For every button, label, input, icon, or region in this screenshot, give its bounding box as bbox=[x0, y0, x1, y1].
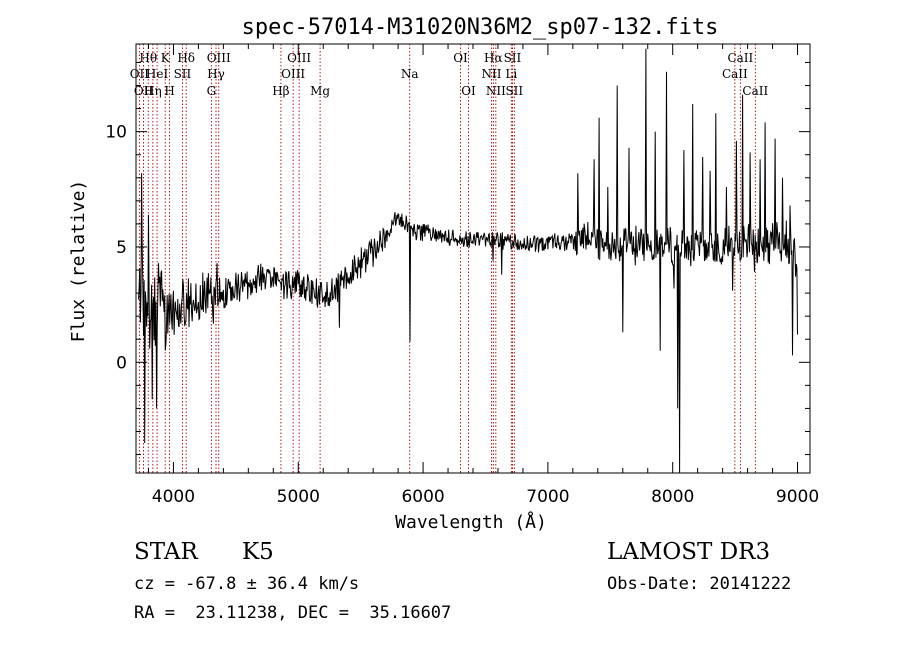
x-axis-label: Wavelength (Å) bbox=[395, 511, 547, 533]
line-label-0: OII bbox=[130, 67, 150, 81]
x-tick-label-2: 6000 bbox=[401, 487, 444, 507]
line-label-16: Na bbox=[401, 67, 419, 81]
coordinates-readout: RA = 23.11238, DEC = 35.16607 bbox=[134, 603, 452, 623]
line-label-15: Mg bbox=[310, 84, 330, 98]
line-label-13: OIII bbox=[281, 67, 305, 81]
line-label-23: SII bbox=[504, 51, 522, 65]
line-label-27: CaII bbox=[742, 84, 768, 98]
line-label-26: CaII bbox=[727, 51, 753, 65]
obs-date: Obs-Date: 20141222 bbox=[607, 574, 792, 594]
axis-tick-labels: 4000 5000 6000 7000 8000 9000 0 5 10 bbox=[105, 123, 819, 507]
plot-frame bbox=[135, 43, 811, 474]
x-tick-label-0: 4000 bbox=[152, 487, 195, 507]
line-label-24: SII bbox=[505, 84, 523, 98]
y-tick-label-1: 5 bbox=[116, 238, 127, 258]
line-label-11: OIII bbox=[207, 51, 231, 65]
line-label-21: NII bbox=[486, 84, 506, 98]
line-label-18: OI bbox=[461, 84, 476, 98]
axis-ticks bbox=[136, 44, 810, 473]
x-tick-label-5: 9000 bbox=[776, 487, 819, 507]
line-label-10: Hγ bbox=[207, 67, 225, 81]
x-tick-label-4: 8000 bbox=[651, 487, 694, 507]
x-tick-label-3: 7000 bbox=[526, 487, 569, 507]
line-label-2: Hθ bbox=[139, 51, 157, 65]
line-label-19: NII bbox=[481, 67, 501, 81]
line-label-14: OIII bbox=[287, 51, 311, 65]
line-label-5: K bbox=[161, 51, 171, 65]
line-label-4: HeI bbox=[146, 67, 169, 81]
survey-name: LAMOST DR3 bbox=[607, 539, 771, 565]
line-label-8: Hδ bbox=[177, 51, 195, 65]
line-label-9: G bbox=[207, 84, 217, 98]
line-label-22: Li bbox=[505, 67, 517, 81]
object-class: STAR bbox=[134, 539, 198, 565]
line-label-20: Hα bbox=[484, 51, 503, 65]
line-label-12: Hβ bbox=[272, 84, 289, 98]
x-tick-label-1: 5000 bbox=[277, 487, 320, 507]
y-axis-label: Flux (relative) bbox=[68, 180, 89, 343]
spectrum-group bbox=[138, 48, 798, 474]
object-subclass: K5 bbox=[242, 539, 274, 565]
line-markers bbox=[138, 44, 756, 473]
line-label-3: Hη bbox=[144, 84, 162, 98]
line-labels: OIIOIIHθHηHeIKHSIIHδGHγOIIIHβOIIIOIIIMgN… bbox=[130, 51, 769, 98]
chart-title: spec-57014-M31020N36M2_sp07-132.fits bbox=[242, 15, 719, 40]
line-label-6: H bbox=[164, 84, 174, 98]
y-tick-label-2: 10 bbox=[105, 123, 127, 143]
spectrum-line bbox=[138, 48, 798, 474]
y-tick-label-0: 0 bbox=[116, 353, 127, 373]
line-label-25: CaII bbox=[722, 67, 748, 81]
line-label-1: OII bbox=[134, 84, 154, 98]
line-label-17: OI bbox=[453, 51, 468, 65]
velocity-readout: cz = -67.8 ± 36.4 km/s bbox=[134, 574, 360, 594]
line-label-7: SII bbox=[174, 67, 192, 81]
